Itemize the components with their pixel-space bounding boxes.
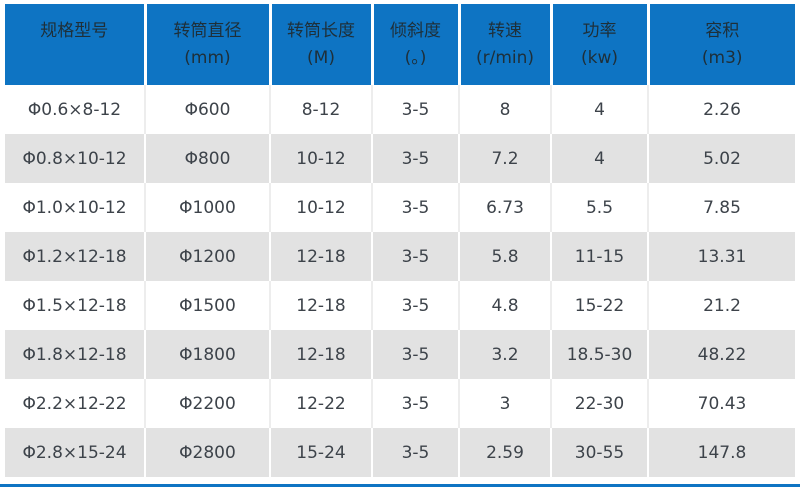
table-cell: 3-5 [372, 183, 460, 232]
spec-table-container: 规格型号 转筒直径 (mm) 转筒长度 (M) 倾斜度 (。) 转速 (r/min) 功率 (kw)… [5, 4, 795, 477]
column-header-unit: (。) [404, 48, 427, 68]
column-header-unit: (M) [307, 48, 335, 68]
table-cell: Φ1000 [145, 183, 271, 232]
column-header-unit: (kw) [580, 48, 618, 68]
table-cell: 5.5 [551, 183, 649, 232]
table-cell: Φ600 [145, 85, 271, 134]
table-cell: 5.02 [648, 134, 795, 183]
table-cell: 7.2 [459, 134, 552, 183]
column-header-label: 倾斜度 [390, 21, 441, 41]
table-cell: 6.73 [459, 183, 552, 232]
table-cell: 3-5 [372, 281, 460, 330]
column-header-unit: (r/min) [475, 48, 535, 68]
table-header: 规格型号 转筒直径 (mm) 转筒长度 (M) 倾斜度 (。) 转速 (r/min) 功率 (kw)… [5, 4, 795, 85]
table-row: Φ0.6×8-12 Φ600 8-12 3-5 8 4 2.26 [5, 85, 795, 134]
table-cell: Φ1500 [145, 281, 271, 330]
table-cell: 13.31 [648, 232, 795, 281]
table-cell: 3-5 [372, 428, 460, 477]
column-header-unit: (m3) [701, 48, 743, 68]
table-cell: 15-24 [270, 428, 373, 477]
header-row: 规格型号 转筒直径 (mm) 转筒长度 (M) 倾斜度 (。) 转速 (r/min) 功率 (kw)… [5, 4, 795, 85]
table-cell: 30-55 [551, 428, 649, 477]
table-cell: 2.26 [648, 85, 795, 134]
table-cell: Φ0.6×8-12 [5, 85, 146, 134]
table-cell: Φ1.2×12-18 [5, 232, 146, 281]
column-header-label: 转速 [488, 21, 522, 41]
table-cell: 18.5-30 [551, 330, 649, 379]
table-row: Φ1.5×12-18 Φ1500 12-18 3-5 4.8 15-22 21.2 [5, 281, 795, 330]
table-cell: 3-5 [372, 134, 460, 183]
table-cell: 3-5 [372, 379, 460, 428]
table-row: Φ1.0×10-12 Φ1000 10-12 3-5 6.73 5.5 7.85 [5, 183, 795, 232]
table-body: Φ0.6×8-12 Φ600 8-12 3-5 8 4 2.26 Φ0.8×10-12 Φ800… [5, 85, 795, 477]
table-cell: 12-18 [270, 330, 373, 379]
table-cell: Φ1.8×12-18 [5, 330, 146, 379]
table-cell: 4.8 [459, 281, 552, 330]
table-cell: 11-15 [551, 232, 649, 281]
column-header: 转筒长度 (M) [270, 4, 374, 85]
table-cell: 8 [459, 85, 552, 134]
table-cell: Φ2.8×15-24 [5, 428, 146, 477]
table-cell: 4 [551, 134, 649, 183]
table-cell: 5.8 [459, 232, 552, 281]
table-cell: Φ800 [145, 134, 271, 183]
table-row: Φ1.8×12-18 Φ1800 12-18 3-5 3.2 18.5-30 48.22 [5, 330, 795, 379]
column-header: 转筒直径 (mm) [145, 4, 272, 85]
column-header: 功率 (kw) [551, 4, 650, 85]
table-cell: 22-30 [551, 379, 649, 428]
column-header-label: 转筒直径 [173, 21, 242, 41]
table-cell: Φ1200 [145, 232, 271, 281]
table-row: Φ2.2×12-22 Φ2200 12-22 3-5 3 22-30 70.43 [5, 379, 795, 428]
table-cell: 70.43 [648, 379, 795, 428]
table-cell: 3-5 [372, 85, 460, 134]
table-cell: 3-5 [372, 232, 460, 281]
table-cell: 15-22 [551, 281, 649, 330]
table-cell: 7.85 [648, 183, 795, 232]
column-header: 转速 (r/min) [459, 4, 553, 85]
column-header: 倾斜度 (。) [372, 4, 461, 85]
table-cell: 10-12 [270, 183, 373, 232]
column-header: 规格型号 [5, 4, 147, 85]
spec-table: 规格型号 转筒直径 (mm) 转筒长度 (M) 倾斜度 (。) 转速 (r/min) 功率 (kw)… [5, 4, 795, 477]
table-cell: Φ1.0×10-12 [5, 183, 146, 232]
table-cell: Φ0.8×10-12 [5, 134, 146, 183]
table-cell: 48.22 [648, 330, 795, 379]
table-cell: 21.2 [648, 281, 795, 330]
bottom-accent-line [0, 484, 800, 487]
column-header-unit: (mm) [184, 48, 231, 68]
table-cell: 12-18 [270, 232, 373, 281]
column-header-label: 功率 [582, 21, 617, 41]
column-header-label: 转筒长度 [287, 21, 355, 41]
table-cell: Φ2800 [145, 428, 271, 477]
table-row: Φ0.8×10-12 Φ800 10-12 3-5 7.2 4 5.02 [5, 134, 795, 183]
table-cell: 3 [459, 379, 552, 428]
table-cell: 4 [551, 85, 649, 134]
table-cell: 8-12 [270, 85, 373, 134]
table-cell: 147.8 [648, 428, 795, 477]
column-header-label: 规格型号 [40, 21, 109, 41]
table-cell: 3.2 [459, 330, 552, 379]
table-cell: 3-5 [372, 330, 460, 379]
table-row: Φ1.2×12-18 Φ1200 12-18 3-5 5.8 11-15 13.31 [5, 232, 795, 281]
table-cell: 10-12 [270, 134, 373, 183]
table-cell: 2.59 [459, 428, 552, 477]
column-header-label: 容积 [705, 21, 740, 41]
table-row: Φ2.8×15-24 Φ2800 15-24 3-5 2.59 30-55 147.8 [5, 428, 795, 477]
table-cell: Φ2.2×12-22 [5, 379, 146, 428]
table-cell: Φ2200 [145, 379, 271, 428]
table-cell: 12-22 [270, 379, 373, 428]
column-header: 容积 (m3) [648, 4, 795, 85]
table-cell: 12-18 [270, 281, 373, 330]
table-cell: Φ1.5×12-18 [5, 281, 146, 330]
table-cell: Φ1800 [145, 330, 271, 379]
